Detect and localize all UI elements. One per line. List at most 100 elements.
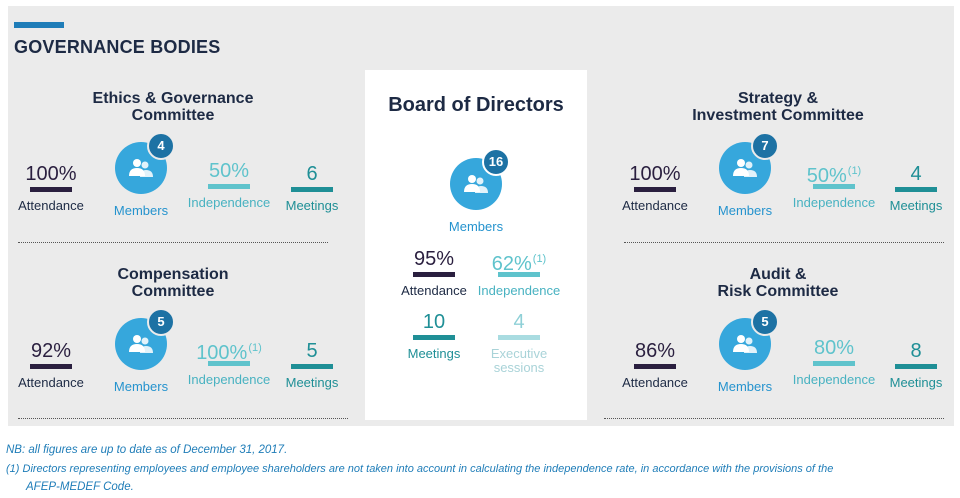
ethics-title-line-1: Ethics & Governance — [92, 90, 254, 107]
compensation-members: 5 Members — [106, 308, 176, 394]
compensation-attendance-stat: 92% Attendance — [3, 339, 99, 390]
footnote-line-1: (1) Directors representing employees and… — [6, 463, 834, 475]
board-of-directors-card: Board of Directors 16 Members 95% Attend… — [365, 70, 587, 420]
section-title: GOVERNANCE BODIES — [14, 37, 221, 57]
board-attendance-stat: 95% Attendance — [386, 247, 482, 298]
compensation-attendance-value: 92% — [30, 340, 72, 362]
ethics-meetings-stat: 6 Meetings — [264, 162, 360, 213]
board-independence-number: 62% — [491, 253, 532, 275]
board-meetings-label: Meetings — [407, 346, 461, 361]
audit-members: 5 Members — [710, 308, 780, 394]
audit-attendance-value: 86% — [634, 340, 676, 362]
board-attendance-value: 95% — [413, 248, 455, 270]
compensation-members-circle: 5 — [115, 308, 175, 370]
audit-attendance-label: Attendance — [622, 375, 688, 390]
ethics-meetings-bar — [291, 187, 333, 192]
audit-independence-bar — [813, 361, 855, 366]
strategy-meetings-label: Meetings — [889, 198, 943, 213]
ethics-title-line-2: Committee — [131, 107, 215, 124]
board-executive-bar — [498, 335, 540, 340]
compensation-attendance-bar — [30, 364, 72, 369]
strategy-title-line-1: Strategy & — [737, 90, 819, 107]
compensation-members-label: Members — [113, 379, 169, 394]
board-members-label: Members — [448, 219, 504, 234]
strategy-committee-title: Strategy & Investment Committee — [668, 90, 888, 124]
ethics-attendance-bar — [30, 187, 72, 192]
audit-meetings-label: Meetings — [889, 375, 943, 390]
board-executive-label-2: sessions — [493, 360, 545, 375]
people-icon — [733, 335, 757, 353]
ethics-members-label: Members — [113, 203, 169, 218]
strategy-attendance-label: Attendance — [622, 198, 688, 213]
strategy-independence-number: 50% — [806, 165, 847, 187]
compensation-title-line-2: Committee — [131, 283, 215, 300]
audit-independence-value: 80% — [813, 337, 855, 359]
audit-committee-title: Audit & Risk Committee — [678, 266, 878, 300]
board-independence-footnote: (1) — [532, 253, 547, 265]
board-meetings-bar — [413, 335, 455, 340]
strategy-divider — [624, 242, 944, 243]
audit-independence-stat: 80% Independence — [786, 336, 882, 387]
ethics-independence-stat: 50% Independence — [181, 159, 277, 210]
strategy-attendance-value: 100% — [629, 163, 681, 185]
strategy-members-label: Members — [717, 203, 773, 218]
audit-meetings-stat: 8 Meetings — [868, 339, 960, 390]
nb-note: NB: all figures are up to date as of Dec… — [6, 444, 288, 456]
board-independence-value: 62%(1) — [471, 247, 567, 275]
audit-members-count: 5 — [751, 308, 779, 336]
board-title: Board of Directors — [388, 94, 564, 116]
strategy-attendance-stat: 100% Attendance — [607, 162, 703, 213]
compensation-meetings-stat: 5 Meetings — [264, 339, 360, 390]
ethics-members: 4 Members — [106, 132, 176, 218]
compensation-members-count: 5 — [147, 308, 175, 336]
compensation-title-line-1: Compensation — [117, 266, 229, 283]
people-icon — [733, 159, 757, 177]
audit-meetings-value: 8 — [910, 340, 922, 362]
compensation-independence-value: 100%(1) — [181, 336, 277, 364]
strategy-independence-value: 50%(1) — [786, 159, 882, 187]
strategy-independence-bar — [813, 184, 855, 189]
strategy-attendance-bar — [634, 187, 676, 192]
strategy-members-count: 7 — [751, 132, 779, 160]
people-icon — [129, 335, 153, 353]
compensation-independence-stat: 100%(1) Independence — [181, 336, 277, 387]
audit-meetings-bar — [895, 364, 937, 369]
strategy-members: 7 Members — [710, 132, 780, 218]
strategy-independence-stat: 50%(1) Independence — [786, 159, 882, 210]
title-accent-bar — [14, 22, 64, 28]
strategy-meetings-stat: 4 Meetings — [868, 162, 960, 213]
board-independence-label: Independence — [477, 283, 561, 298]
ethics-independence-bar — [208, 184, 250, 189]
board-meetings-stat: 10 Meetings — [386, 310, 482, 361]
ethics-committee-title: Ethics & Governance Committee — [73, 90, 273, 124]
board-attendance-bar — [413, 272, 455, 277]
footnote-line-2: AFEP-MEDEF Code. — [26, 481, 134, 493]
compensation-independence-footnote: (1) — [248, 342, 262, 354]
ethics-attendance-label: Attendance — [18, 198, 84, 213]
compensation-attendance-label: Attendance — [18, 375, 84, 390]
strategy-meetings-value: 4 — [910, 163, 922, 185]
compensation-divider — [18, 418, 348, 419]
ethics-divider — [18, 242, 328, 243]
audit-divider — [604, 418, 944, 419]
compensation-independence-bar — [208, 361, 250, 366]
audit-independence-label: Independence — [792, 372, 876, 387]
ethics-attendance-value: 100% — [25, 163, 77, 185]
ethics-independence-label: Independence — [187, 195, 271, 210]
board-members-count: 16 — [482, 148, 510, 176]
compensation-meetings-label: Meetings — [285, 375, 339, 390]
strategy-independence-footnote: (1) — [847, 165, 862, 177]
compensation-meetings-bar — [291, 364, 333, 369]
board-members: 16 Members — [441, 148, 511, 234]
strategy-meetings-bar — [895, 187, 937, 192]
audit-members-label: Members — [717, 379, 773, 394]
board-executive-value: 4 — [513, 311, 525, 333]
board-meetings-value: 10 — [422, 311, 446, 333]
audit-title-line-2: Risk Committee — [717, 283, 839, 300]
compensation-independence-label: Independence — [187, 372, 271, 387]
people-icon — [129, 159, 153, 177]
audit-title-line-1: Audit & — [749, 266, 807, 283]
strategy-members-circle: 7 — [719, 132, 779, 194]
compensation-independence-number: 100% — [196, 342, 248, 364]
compensation-committee-title: Compensation Committee — [73, 266, 273, 300]
